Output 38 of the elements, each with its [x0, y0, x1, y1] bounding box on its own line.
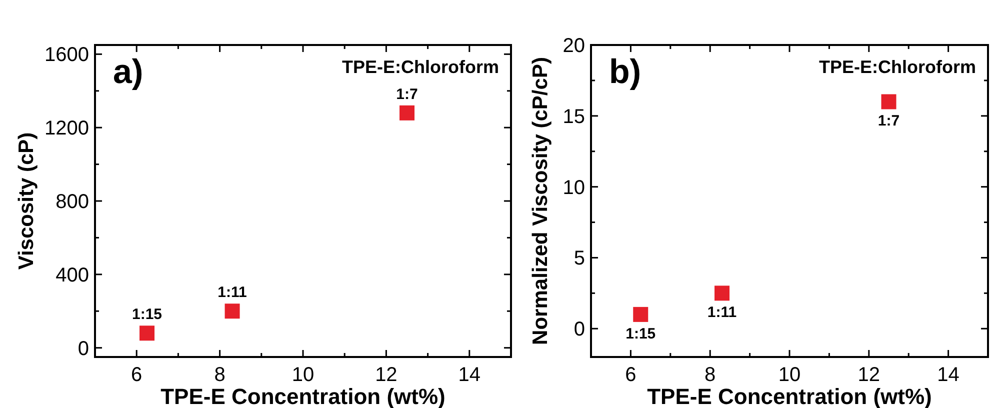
annotation: TPE-E:Chloroform — [342, 57, 499, 77]
y-axis-title: Viscosity (cP) — [15, 132, 38, 270]
annotation: b) — [609, 53, 642, 91]
annotation: 1:7 — [396, 86, 418, 103]
point — [633, 306, 648, 322]
annotation: TPE-E:Chloroform — [819, 57, 976, 77]
point — [400, 105, 414, 120]
x-tick-label: 14 — [937, 364, 960, 386]
point — [224, 304, 240, 319]
annotation: 1:15 — [626, 325, 656, 342]
annotation: 1:11 — [218, 284, 247, 302]
y-tick-label: 400 — [56, 264, 89, 286]
point — [140, 326, 154, 341]
y-tick-label: 0 — [78, 338, 89, 360]
y-tick-label: 800 — [56, 191, 89, 213]
x-tick-label: 12 — [858, 364, 880, 386]
y-tick-label: 5 — [574, 248, 585, 270]
x-tick-label: 8 — [704, 364, 716, 386]
y-tick-label: 1600 — [44, 44, 89, 66]
annotation: 1:15 — [132, 306, 162, 324]
point — [714, 286, 730, 301]
y-tick-label: 20 — [562, 35, 585, 57]
y-tick-label: 0 — [574, 318, 585, 341]
y-tick-label: 1200 — [44, 118, 89, 140]
y-tick-label: 15 — [562, 106, 585, 128]
x-tick-label: 12 — [375, 364, 398, 386]
x-tick-label: 6 — [625, 364, 636, 386]
annotation: 1:7 — [878, 112, 900, 130]
annotation: a) — [113, 53, 144, 91]
x-tick-label: 10 — [778, 364, 801, 386]
x-tick-label: 10 — [292, 364, 314, 386]
annotation: 1:11 — [707, 304, 737, 322]
x-tick-label: 14 — [458, 364, 481, 386]
y-axis-title: Normalized Viscosity (cP/cP) — [529, 57, 552, 345]
point — [881, 94, 896, 110]
x-tick-label: 6 — [131, 364, 142, 386]
y-tick-label: 10 — [562, 176, 585, 199]
x-tick-label: 8 — [214, 364, 226, 386]
